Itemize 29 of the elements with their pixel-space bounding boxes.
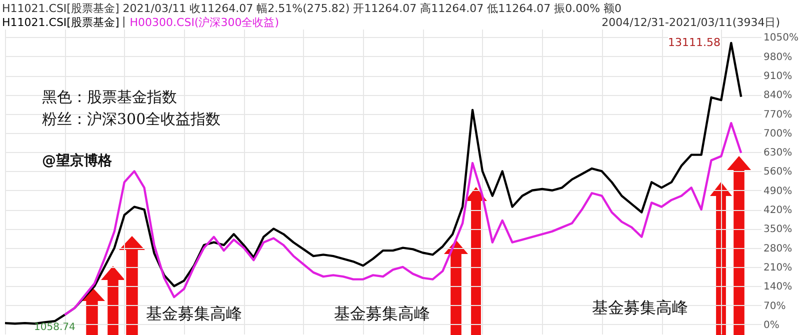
- y-tick-label: 420%: [764, 205, 792, 216]
- y-tick-label: 490%: [764, 186, 792, 197]
- y-tick-label: 0%: [764, 320, 780, 331]
- annotation: 粉丝：沪深300全收益指数: [42, 110, 221, 129]
- y-tick-label: 700%: [764, 128, 792, 140]
- y-tick-label: 280%: [764, 243, 792, 254]
- annotation: 黑色：股票基金指数: [42, 88, 177, 107]
- y-tick-label: 350%: [764, 224, 792, 236]
- y-tick-label: 630%: [764, 148, 792, 159]
- annotation: @望京博格: [42, 152, 112, 170]
- y-tick-label: 980%: [764, 52, 792, 63]
- y-tick-label: 140%: [764, 282, 792, 293]
- annotation: 13111.58: [668, 36, 720, 49]
- chart-title: H11021.CSI[股票基金] 2021/03/11 收11264.07 幅2.51%(275.82) 开11264.07 高11264.07 低11264.07 振0.00% 额0: [2, 1, 622, 16]
- y-tick-label: 840%: [764, 90, 792, 102]
- y-tick-label: 210%: [764, 262, 792, 274]
- text: H00300.CSI(沪深300全收益): [130, 16, 280, 29]
- text: 2004/12/31-2021/03/11(3934日): [602, 15, 780, 30]
- annotation: 基金募集高峰: [146, 304, 242, 325]
- y-tick-label: 70%: [764, 300, 786, 312]
- text: |: [122, 15, 126, 28]
- annotation: 1058.74: [34, 322, 76, 333]
- text: H11021.CSI[股票基金]: [2, 16, 120, 29]
- y-tick-label: 560%: [764, 166, 792, 178]
- y-tick-label: 770%: [764, 109, 792, 120]
- y-tick-label: 1050%: [764, 32, 798, 44]
- y-tick-label: 910%: [764, 71, 792, 82]
- annotation: 基金募集高峰: [592, 298, 688, 319]
- annotation: 基金募集高峰: [334, 304, 430, 325]
